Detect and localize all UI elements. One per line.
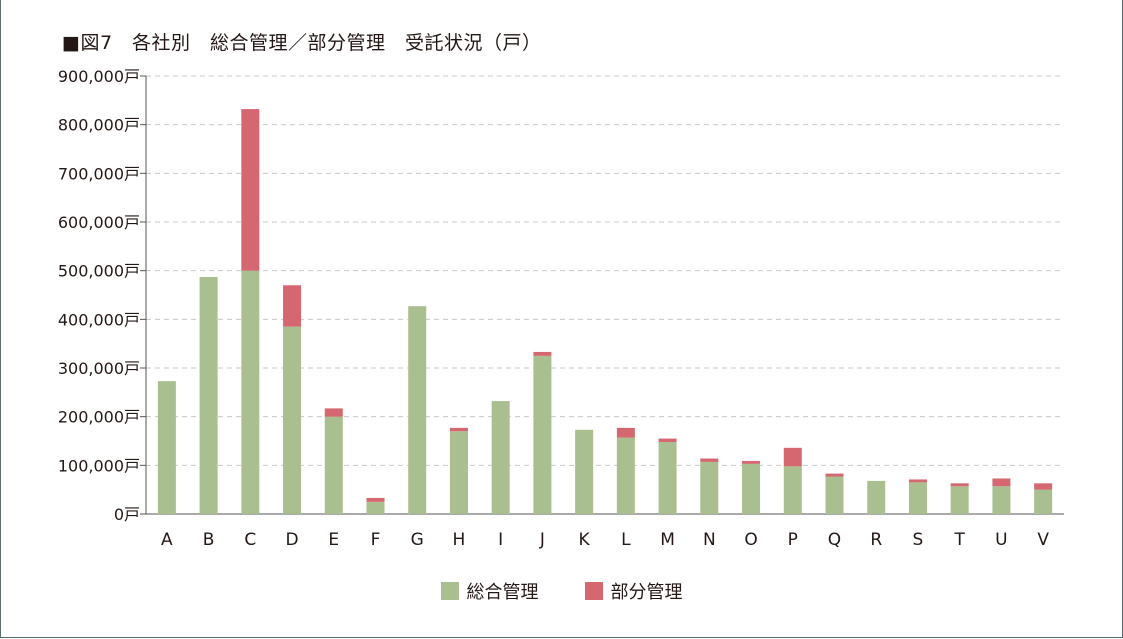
x-tick-label: L	[621, 530, 631, 550]
bar-E-series-1	[324, 408, 343, 417]
x-tick-label: Q	[828, 530, 841, 550]
bar-N-series-1	[700, 458, 719, 462]
bar-C-series-0	[241, 270, 260, 514]
bar-H-series-1	[449, 427, 468, 432]
bar-G-series-0	[408, 306, 427, 514]
bar-A-series-0	[157, 381, 176, 514]
legend-label-series-0: 総合管理	[466, 582, 539, 603]
bar-E-series-0	[324, 416, 343, 514]
x-tick-label: P	[788, 530, 798, 550]
bar-F-series-0	[366, 501, 385, 514]
x-tick-label: E	[328, 530, 339, 550]
legend-label-series-1: 部分管理	[610, 582, 683, 603]
x-tick-label: I	[498, 530, 503, 550]
bar-D-series-0	[283, 326, 302, 514]
bar-Q-series-0	[825, 476, 844, 514]
y-tick-label: 200,000戸	[58, 408, 140, 427]
bar-D-series-1	[283, 285, 302, 327]
legend: 総合管理 部分管理	[0, 578, 1123, 604]
x-tick-label: N	[703, 530, 716, 550]
bar-P-series-1	[783, 447, 802, 467]
bar-C-series-1	[241, 109, 260, 271]
x-tick-label: V	[1037, 530, 1049, 550]
bar-L-series-1	[616, 427, 635, 438]
y-tick-label: 100,000戸	[58, 456, 140, 475]
legend-swatch-series-0	[440, 582, 459, 600]
y-tick-label: 0戸	[114, 505, 140, 524]
x-tick-label: S	[913, 530, 924, 550]
y-tick-label: 700,000戸	[58, 164, 140, 183]
y-tick-label: 300,000戸	[58, 359, 140, 378]
x-tick-label: M	[660, 530, 675, 550]
bar-O-series-1	[742, 460, 761, 464]
bar-N-series-0	[700, 461, 719, 514]
bar-V-series-0	[1034, 489, 1053, 514]
y-tick-label: 600,000戸	[58, 213, 140, 232]
legend-swatch-series-1	[584, 582, 603, 600]
x-tick-label: D	[285, 530, 298, 550]
x-tick-label: C	[244, 530, 256, 550]
bar-S-series-1	[908, 479, 927, 483]
x-tick-label: K	[579, 530, 591, 550]
bar-F-series-1	[366, 497, 385, 502]
bar-O-series-0	[742, 463, 761, 514]
bar-L-series-0	[616, 437, 635, 514]
x-tick-label: F	[371, 530, 381, 550]
x-tick-label: B	[203, 530, 215, 550]
x-tick-label: O	[744, 530, 757, 550]
legend-item-series-1: 部分管理	[584, 578, 683, 604]
bar-T-series-1	[950, 483, 969, 487]
bar-B-series-0	[199, 276, 218, 514]
bar-K-series-0	[575, 429, 594, 514]
x-tick-label: A	[161, 530, 173, 550]
bar-J-series-1	[533, 351, 552, 356]
bar-M-series-0	[658, 441, 677, 514]
bar-T-series-0	[950, 486, 969, 514]
y-tick-label: 400,000戸	[58, 310, 140, 329]
x-tick-label: G	[411, 530, 424, 550]
bar-I-series-0	[491, 401, 510, 514]
x-tick-label: T	[953, 530, 965, 550]
bar-S-series-0	[908, 482, 927, 514]
x-tick-label: J	[539, 530, 545, 550]
bar-H-series-0	[449, 431, 468, 514]
legend-item-series-0: 総合管理	[440, 578, 539, 604]
bar-R-series-0	[867, 480, 886, 514]
y-tick-label: 900,000戸	[58, 67, 140, 86]
x-tick-label: H	[453, 530, 466, 550]
bar-P-series-0	[783, 466, 802, 514]
bar-M-series-1	[658, 438, 677, 442]
bar-J-series-0	[533, 355, 552, 514]
y-tick-label: 500,000戸	[58, 262, 140, 281]
bar-U-series-1	[992, 478, 1011, 487]
chart-title: ■図7 各社別 総合管理／部分管理 受託状況（戸）	[62, 32, 542, 54]
bar-U-series-0	[992, 486, 1011, 514]
x-tick-label: R	[870, 530, 882, 550]
x-tick-label: U	[995, 530, 1007, 550]
bar-V-series-1	[1034, 483, 1053, 490]
y-tick-label: 800,000戸	[58, 116, 140, 135]
bar-Q-series-1	[825, 473, 844, 477]
